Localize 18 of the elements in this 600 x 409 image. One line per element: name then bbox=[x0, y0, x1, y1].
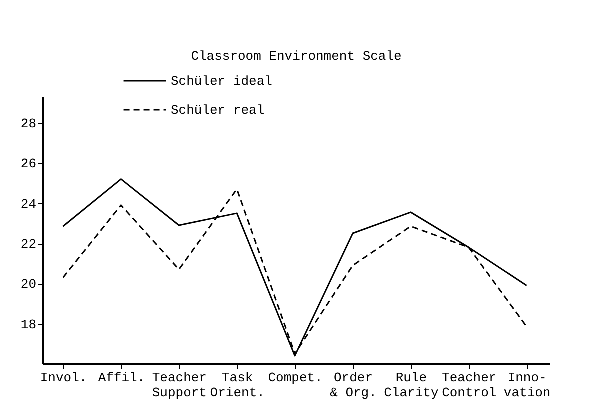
y-tick-label: 22 bbox=[20, 237, 36, 252]
x-tick-label: Affil. bbox=[98, 370, 146, 386]
y-tick-label: 24 bbox=[20, 196, 37, 212]
x-tick-label: Compet. bbox=[268, 370, 323, 386]
x-tick-label: Invol. bbox=[40, 370, 88, 386]
legend-label: Schüler real bbox=[171, 103, 265, 118]
y-tick-label: 20 bbox=[20, 277, 36, 292]
y-tick-label: 18 bbox=[20, 317, 36, 332]
y-tick-label: 28 bbox=[20, 116, 36, 132]
x-tick-label: Inno- vation bbox=[504, 370, 551, 400]
x-tick-label: Order & Org. bbox=[330, 370, 377, 400]
y-tick-label: 26 bbox=[20, 156, 36, 172]
x-tick-label: Task Orient. bbox=[210, 370, 265, 400]
x-tick-label: Rule Clarity bbox=[384, 370, 439, 400]
x-tick-label: Teacher Support bbox=[152, 370, 207, 400]
x-tick-label: Teacher Control bbox=[442, 370, 497, 400]
legend-label: Schüler ideal bbox=[171, 74, 273, 89]
chart-title: Classroom Environment Scale bbox=[191, 49, 402, 64]
